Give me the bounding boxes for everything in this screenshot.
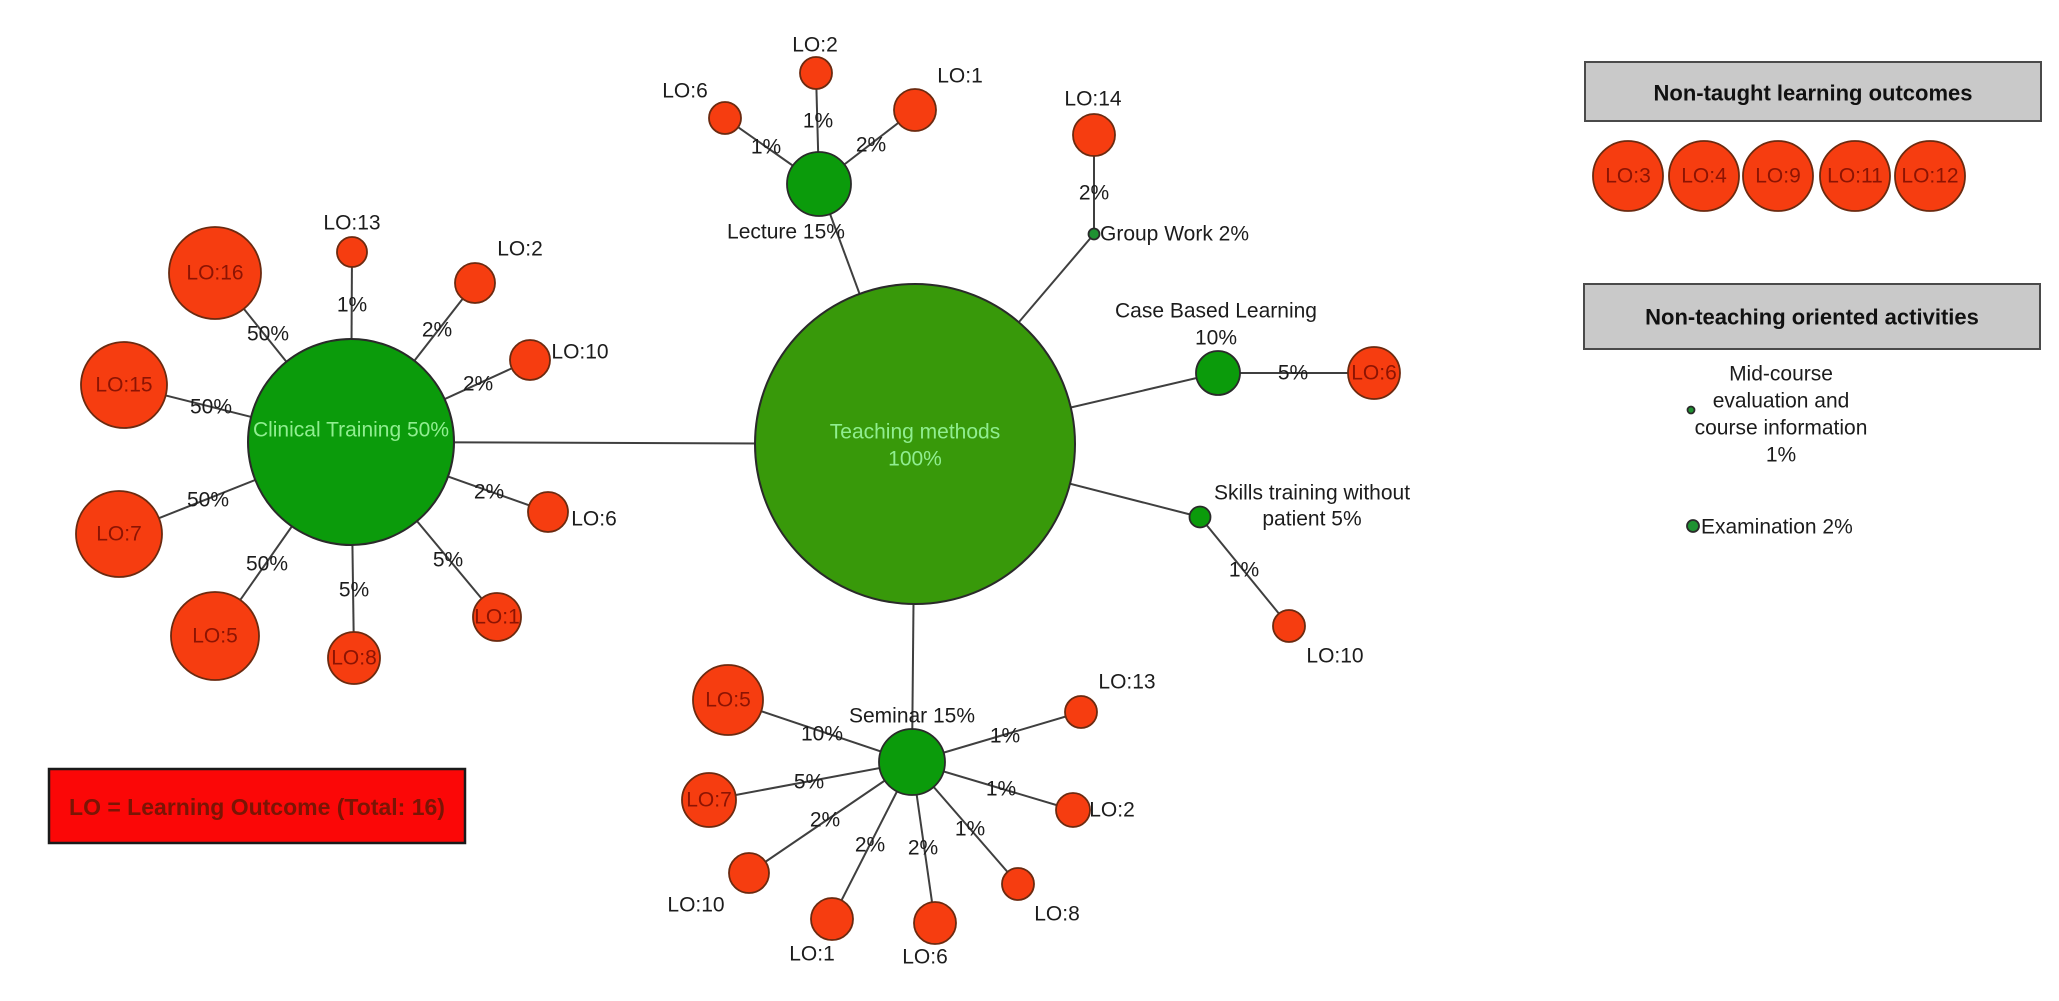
svg-text:1%: 1%: [337, 294, 367, 317]
svg-text:LO:1: LO:1: [937, 65, 983, 88]
svg-text:50%: 50%: [187, 489, 229, 512]
svg-text:Lecture 15%: Lecture 15%: [727, 221, 845, 244]
svg-text:LO:10: LO:10: [551, 341, 608, 364]
svg-text:LO:4: LO:4: [1681, 165, 1727, 188]
svg-text:Mid-course: Mid-course: [1729, 363, 1833, 386]
svg-text:2%: 2%: [856, 134, 886, 157]
svg-text:Non-teaching oriented activiti: Non-teaching oriented activities: [1645, 305, 1979, 330]
svg-text:Examination 2%: Examination 2%: [1701, 516, 1853, 539]
svg-text:Non-taught learning outcomes: Non-taught learning outcomes: [1654, 81, 1973, 106]
svg-text:LO:1: LO:1: [789, 943, 835, 966]
svg-text:LO:2: LO:2: [792, 34, 838, 57]
svg-text:LO = Learning Outcome (Total:: LO = Learning Outcome (Total: 16): [69, 794, 445, 820]
svg-text:LO:9: LO:9: [1755, 165, 1801, 188]
svg-text:2%: 2%: [1079, 182, 1109, 205]
svg-text:1%: 1%: [1229, 559, 1259, 582]
svg-text:LO:10: LO:10: [1306, 645, 1363, 668]
svg-text:2%: 2%: [463, 373, 493, 396]
svg-text:Case Based Learning: Case Based Learning: [1115, 300, 1317, 323]
svg-text:Seminar 15%: Seminar 15%: [849, 705, 975, 728]
svg-text:1%: 1%: [955, 818, 985, 841]
svg-text:50%: 50%: [190, 396, 232, 419]
svg-text:2%: 2%: [474, 481, 504, 504]
svg-text:LO:14: LO:14: [1064, 88, 1122, 111]
svg-text:5%: 5%: [433, 549, 463, 572]
svg-text:50%: 50%: [246, 553, 288, 576]
svg-text:5%: 5%: [1278, 362, 1308, 385]
svg-text:LO:16: LO:16: [186, 262, 243, 285]
svg-text:LO:6: LO:6: [902, 946, 948, 969]
svg-text:LO:2: LO:2: [1089, 799, 1135, 822]
svg-text:1%: 1%: [751, 136, 781, 159]
svg-text:LO:10: LO:10: [667, 894, 724, 917]
svg-text:LO:5: LO:5: [192, 625, 238, 648]
svg-text:LO:6: LO:6: [662, 80, 708, 103]
svg-text:2%: 2%: [422, 319, 452, 342]
svg-text:LO:11: LO:11: [1827, 165, 1883, 188]
svg-text:LO:15: LO:15: [95, 374, 152, 397]
svg-text:5%: 5%: [339, 579, 369, 602]
svg-text:2%: 2%: [855, 834, 885, 857]
svg-text:LO:6: LO:6: [571, 508, 617, 531]
svg-text:2%: 2%: [908, 837, 938, 860]
svg-text:LO:8: LO:8: [1034, 903, 1080, 926]
svg-text:1%: 1%: [986, 778, 1016, 801]
svg-text:patient 5%: patient 5%: [1262, 508, 1361, 531]
svg-text:10%: 10%: [1195, 327, 1237, 350]
svg-text:1%: 1%: [803, 110, 833, 133]
svg-text:evaluation and: evaluation and: [1713, 390, 1850, 413]
svg-text:Teaching methods: Teaching methods: [830, 421, 1000, 444]
svg-text:LO:8: LO:8: [331, 647, 377, 670]
svg-text:LO:6: LO:6: [1351, 362, 1397, 385]
svg-text:LO:12: LO:12: [1901, 165, 1958, 188]
svg-text:LO:13: LO:13: [323, 212, 380, 235]
svg-text:LO:13: LO:13: [1098, 671, 1155, 694]
svg-text:1%: 1%: [990, 725, 1020, 748]
svg-text:1%: 1%: [1766, 444, 1796, 467]
svg-text:LO:7: LO:7: [96, 523, 142, 546]
svg-text:Clinical Training 50%: Clinical Training 50%: [253, 419, 449, 442]
svg-text:Skills training without: Skills training without: [1214, 482, 1410, 505]
svg-text:100%: 100%: [888, 448, 942, 471]
svg-text:10%: 10%: [801, 723, 843, 746]
svg-text:LO:5: LO:5: [705, 689, 751, 712]
svg-text:course information: course information: [1695, 417, 1868, 440]
svg-text:5%: 5%: [794, 771, 824, 794]
svg-text:2%: 2%: [810, 809, 840, 832]
svg-text:Group Work 2%: Group Work 2%: [1100, 223, 1249, 246]
svg-text:LO:7: LO:7: [686, 789, 732, 812]
svg-text:50%: 50%: [247, 323, 289, 346]
svg-text:LO:1: LO:1: [474, 606, 520, 629]
svg-text:LO:2: LO:2: [497, 238, 543, 261]
svg-text:LO:3: LO:3: [1605, 165, 1651, 188]
